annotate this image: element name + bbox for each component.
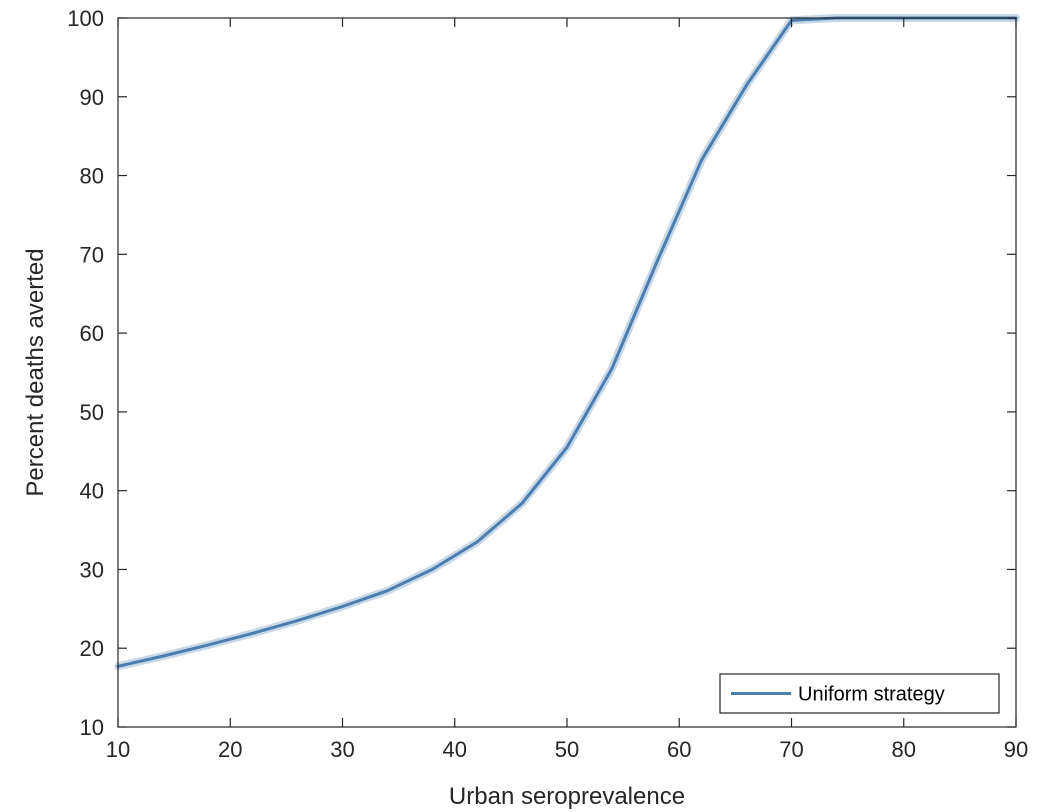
legend-label: Uniform strategy xyxy=(798,684,945,706)
y-tick-label: 40 xyxy=(80,479,104,504)
y-tick-label: 20 xyxy=(80,636,104,661)
plot-area: 10 20 30 40 50 60 70 80 90 10 20 30 40 50 60 70 80 90 100 xyxy=(67,6,1028,762)
y-tick-label: 30 xyxy=(80,557,104,582)
x-tick-label: 90 xyxy=(1004,737,1028,762)
y-tick-label: 60 xyxy=(80,321,104,346)
x-tick-label: 50 xyxy=(555,737,579,762)
y-axis-label: Percent deaths averted xyxy=(22,248,49,496)
x-tick-label: 40 xyxy=(443,737,467,762)
x-tick-label: 10 xyxy=(106,737,130,762)
y-tick-label: 90 xyxy=(80,85,104,110)
x-tick-label: 20 xyxy=(218,737,242,762)
y-tick-label: 50 xyxy=(80,400,104,425)
x-tick-label: 60 xyxy=(667,737,691,762)
legend-box xyxy=(719,673,1000,714)
y-tick-label: 80 xyxy=(80,164,104,189)
x-axis-label: Urban seroprevalence xyxy=(449,783,685,810)
y-tick-label: 100 xyxy=(67,6,104,31)
x-tick-label: 80 xyxy=(892,737,916,762)
x-tick-label: 30 xyxy=(330,737,354,762)
y-tick-label: 10 xyxy=(80,715,104,740)
x-tick-label: 70 xyxy=(779,737,803,762)
legend: Uniform strategy xyxy=(719,673,1000,714)
y-tick-label: 70 xyxy=(80,242,104,267)
ticks-layer: 10 20 30 40 50 60 70 80 90 10 20 30 40 50 60 70 80 90 100 xyxy=(67,6,1028,762)
